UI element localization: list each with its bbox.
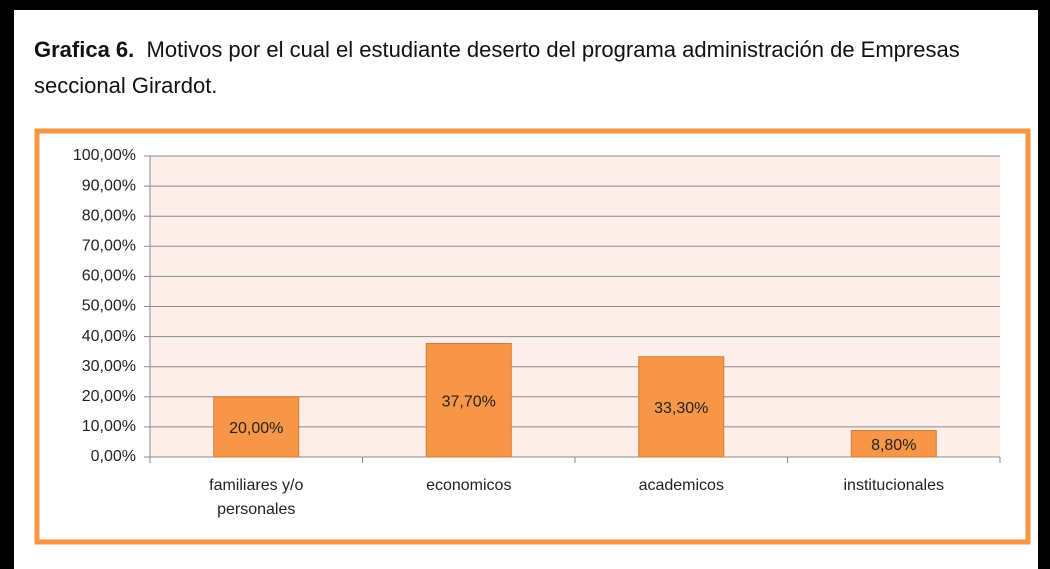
data-label: 33,30% (654, 400, 708, 417)
bar (638, 356, 725, 458)
chart: 0,00% 10,00% 20,00% 30,00% 40,00% 50,00% 60,00… (34, 128, 1031, 545)
y-tick-label: 60,00% (82, 268, 136, 285)
y-tick-label: 20,00% (82, 388, 136, 405)
document: Grafica 6. Motivos por el cual el estudi… (14, 10, 1038, 569)
caption: Grafica 6. Motivos por el cual el estudi… (34, 32, 1034, 104)
y-tick-label: 90,00% (82, 177, 136, 194)
x-tick-label: academicos (638, 477, 724, 494)
x-tick-label: institucionales (843, 477, 945, 494)
y-tick-label: 40,00% (82, 328, 136, 345)
caption-label: Grafica 6. (34, 37, 135, 62)
bar (213, 396, 300, 458)
caption-text: Motivos por el cual el estudiante desert… (34, 37, 960, 98)
y-tick-label: 50,00% (82, 298, 136, 315)
y-tick-label: 100,00% (73, 147, 136, 164)
y-tick-label: 10,00% (82, 418, 136, 435)
data-label: 8,80% (871, 437, 916, 454)
data-label: 37,70% (442, 393, 496, 410)
bar (850, 430, 937, 458)
y-tick-label: 80,00% (82, 207, 136, 224)
x-tick-label: economicos (426, 477, 512, 494)
bar (425, 343, 512, 458)
x-tick-label: familiares y/o personales (209, 477, 304, 518)
y-tick-label: 70,00% (82, 238, 136, 255)
y-tick-label: 0,00% (91, 448, 136, 465)
y-tick-label: 30,00% (82, 358, 136, 375)
data-label: 20,00% (229, 420, 283, 437)
